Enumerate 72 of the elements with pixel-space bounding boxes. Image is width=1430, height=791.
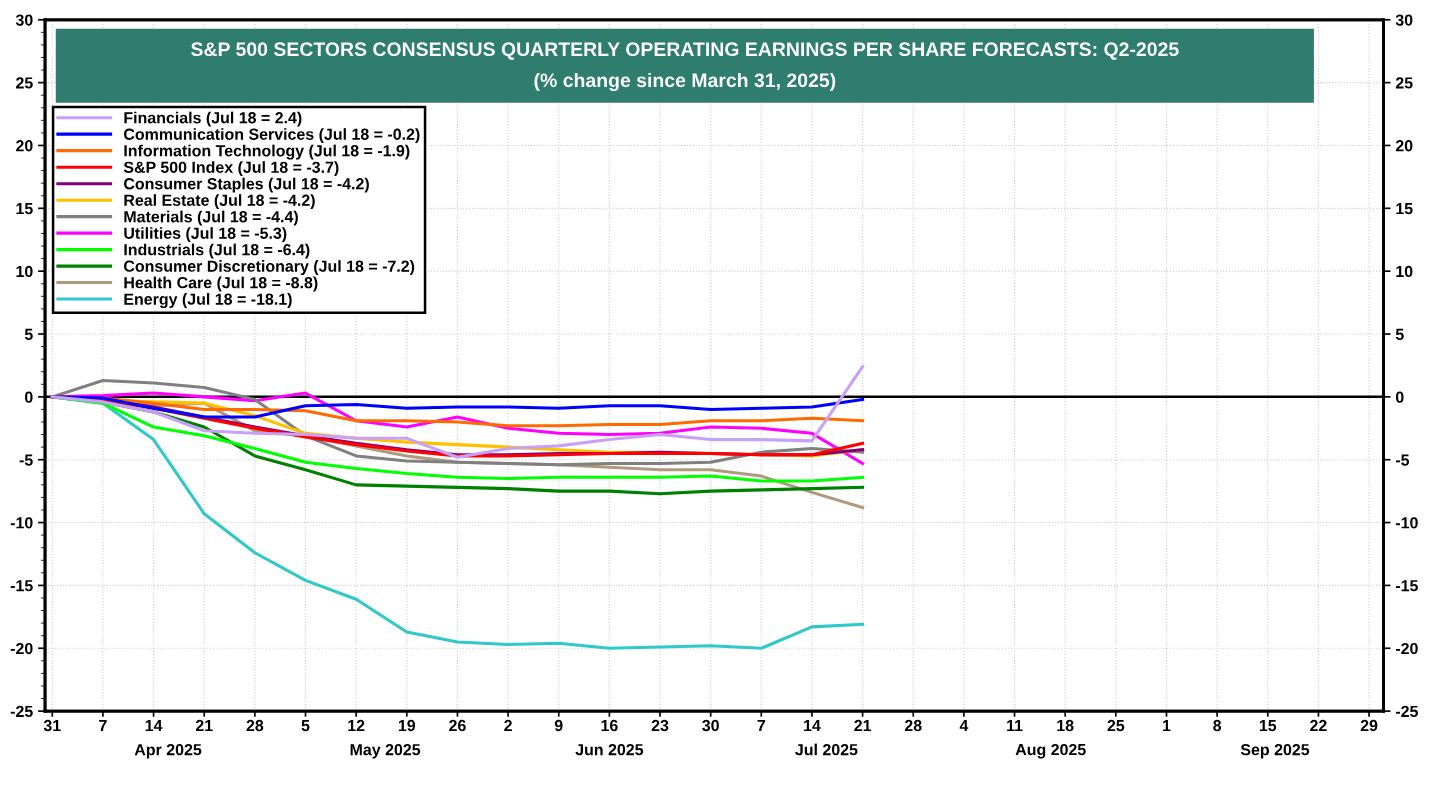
text: S&P 500 SECTORS CONSENSUS QUARTERLY OPERATING EARNINGS PER SHARE FORECASTS: Q2-2025 (191, 42, 1179, 60)
legend-label: Materials (Jul 18 = -4.4) (124, 210, 298, 226)
x-tick-label: 7 (99, 720, 107, 732)
x-tick-label: 21 (854, 719, 872, 732)
x-tick-label: 28 (904, 719, 922, 732)
x-tick-label: 1 (1163, 720, 1171, 732)
x-tick-label: 11 (1007, 720, 1023, 732)
legend-label: Energy (Jul 18 = -18.1) (124, 293, 292, 309)
y2-tick-label: -20 (1395, 642, 1418, 655)
x-tick-label: 14 (804, 720, 821, 732)
legend-label: Industrials (Jul 18 = -6.4) (124, 243, 310, 259)
x-tick-label: 5 (301, 720, 310, 732)
legend-label: Consumer Discretionary (Jul 18 = -7.2) (124, 260, 415, 276)
line-series (50, 365, 865, 459)
y-tick-label: 5 (24, 328, 33, 340)
x-tick-label: 18 (1057, 719, 1074, 732)
x-tick-label: 15 (1259, 720, 1277, 732)
y-tick-label: -20 (10, 642, 33, 655)
y-tick-label: -25 (10, 705, 33, 718)
text: Sep 2025 (1240, 744, 1310, 759)
x-tick-label: 26 (449, 719, 466, 732)
y-tick-label: 0 (24, 391, 33, 403)
x-tick-label: 16 (601, 719, 618, 732)
y-tick-label: -15 (10, 580, 33, 592)
y2-tick-label: 10 (1396, 265, 1413, 278)
y-tick-label: 15 (16, 203, 33, 215)
y-tick-label: 20 (16, 140, 33, 152)
x-tick-label: 28 (246, 719, 264, 732)
legend-label: Health Care (Jul 18 = -8.8) (124, 276, 318, 292)
y-tick-label: -10 (10, 517, 33, 529)
y2-tick-label: 25 (1395, 77, 1413, 89)
y2-tick-label: 20 (1395, 140, 1413, 152)
x-tick-label: 31 (43, 719, 61, 732)
y2-tick-label: 15 (1396, 203, 1413, 215)
y-tick-label: 30 (15, 14, 33, 26)
legend-label: Real Estate (Jul 18 = -4.2) (124, 194, 315, 210)
text: May 2025 (350, 744, 421, 759)
y2-tick-label: 5 (1395, 328, 1404, 340)
y2-tick-label: 30 (1395, 14, 1413, 26)
x-tick-label: 30 (702, 719, 719, 732)
x-tick-label: 23 (651, 719, 669, 732)
legend-label: Information Technology (Jul 18 = -1.9) (124, 144, 410, 160)
x-tick-label: 21 (195, 719, 213, 732)
y2-tick-label: -5 (1395, 454, 1410, 466)
text: (% change since March 31, 2025) (534, 72, 836, 92)
legend-label: Consumer Staples (Jul 18 = -4.2) (124, 177, 369, 193)
x-tick-label: 29 (1360, 719, 1378, 732)
y2-tick-label: -15 (1395, 580, 1418, 592)
x-tick-label: 4 (959, 720, 969, 732)
x-tick-label: 8 (1213, 719, 1222, 732)
x-tick-label: 22 (1310, 719, 1327, 732)
x-tick-label: 12 (348, 719, 365, 732)
x-tick-label: 25 (1107, 719, 1125, 732)
x-tick-label: 2 (504, 719, 512, 732)
text: Apr 2025 (134, 744, 202, 759)
y-tick-label: 25 (16, 77, 33, 89)
x-tick-label: 14 (145, 720, 163, 732)
x-tick-label: 9 (554, 719, 563, 732)
x-tick-label: 7 (757, 720, 766, 732)
text: Aug 2025 (1015, 743, 1086, 759)
y2-tick-label: -10 (1395, 517, 1418, 529)
x-tick-label: 19 (398, 719, 416, 732)
y2-tick-label: -25 (1395, 705, 1418, 718)
y2-tick-label: 0 (1395, 391, 1404, 403)
text: Jun 2025 (575, 744, 644, 756)
text: Jul 2025 (795, 743, 858, 756)
legend-label: Financials (Jul 18 = 2.4) (124, 111, 302, 127)
legend-label: Communication Services (Jul 18 = -0.2) (124, 128, 420, 144)
y-tick-label: -5 (19, 454, 33, 466)
y-tick-label: 10 (16, 265, 33, 278)
legend-label: S&P 500 Index (Jul 18 = -3.7) (123, 161, 339, 177)
legend-label: Utilities (Jul 18 = -5.3) (124, 227, 287, 243)
